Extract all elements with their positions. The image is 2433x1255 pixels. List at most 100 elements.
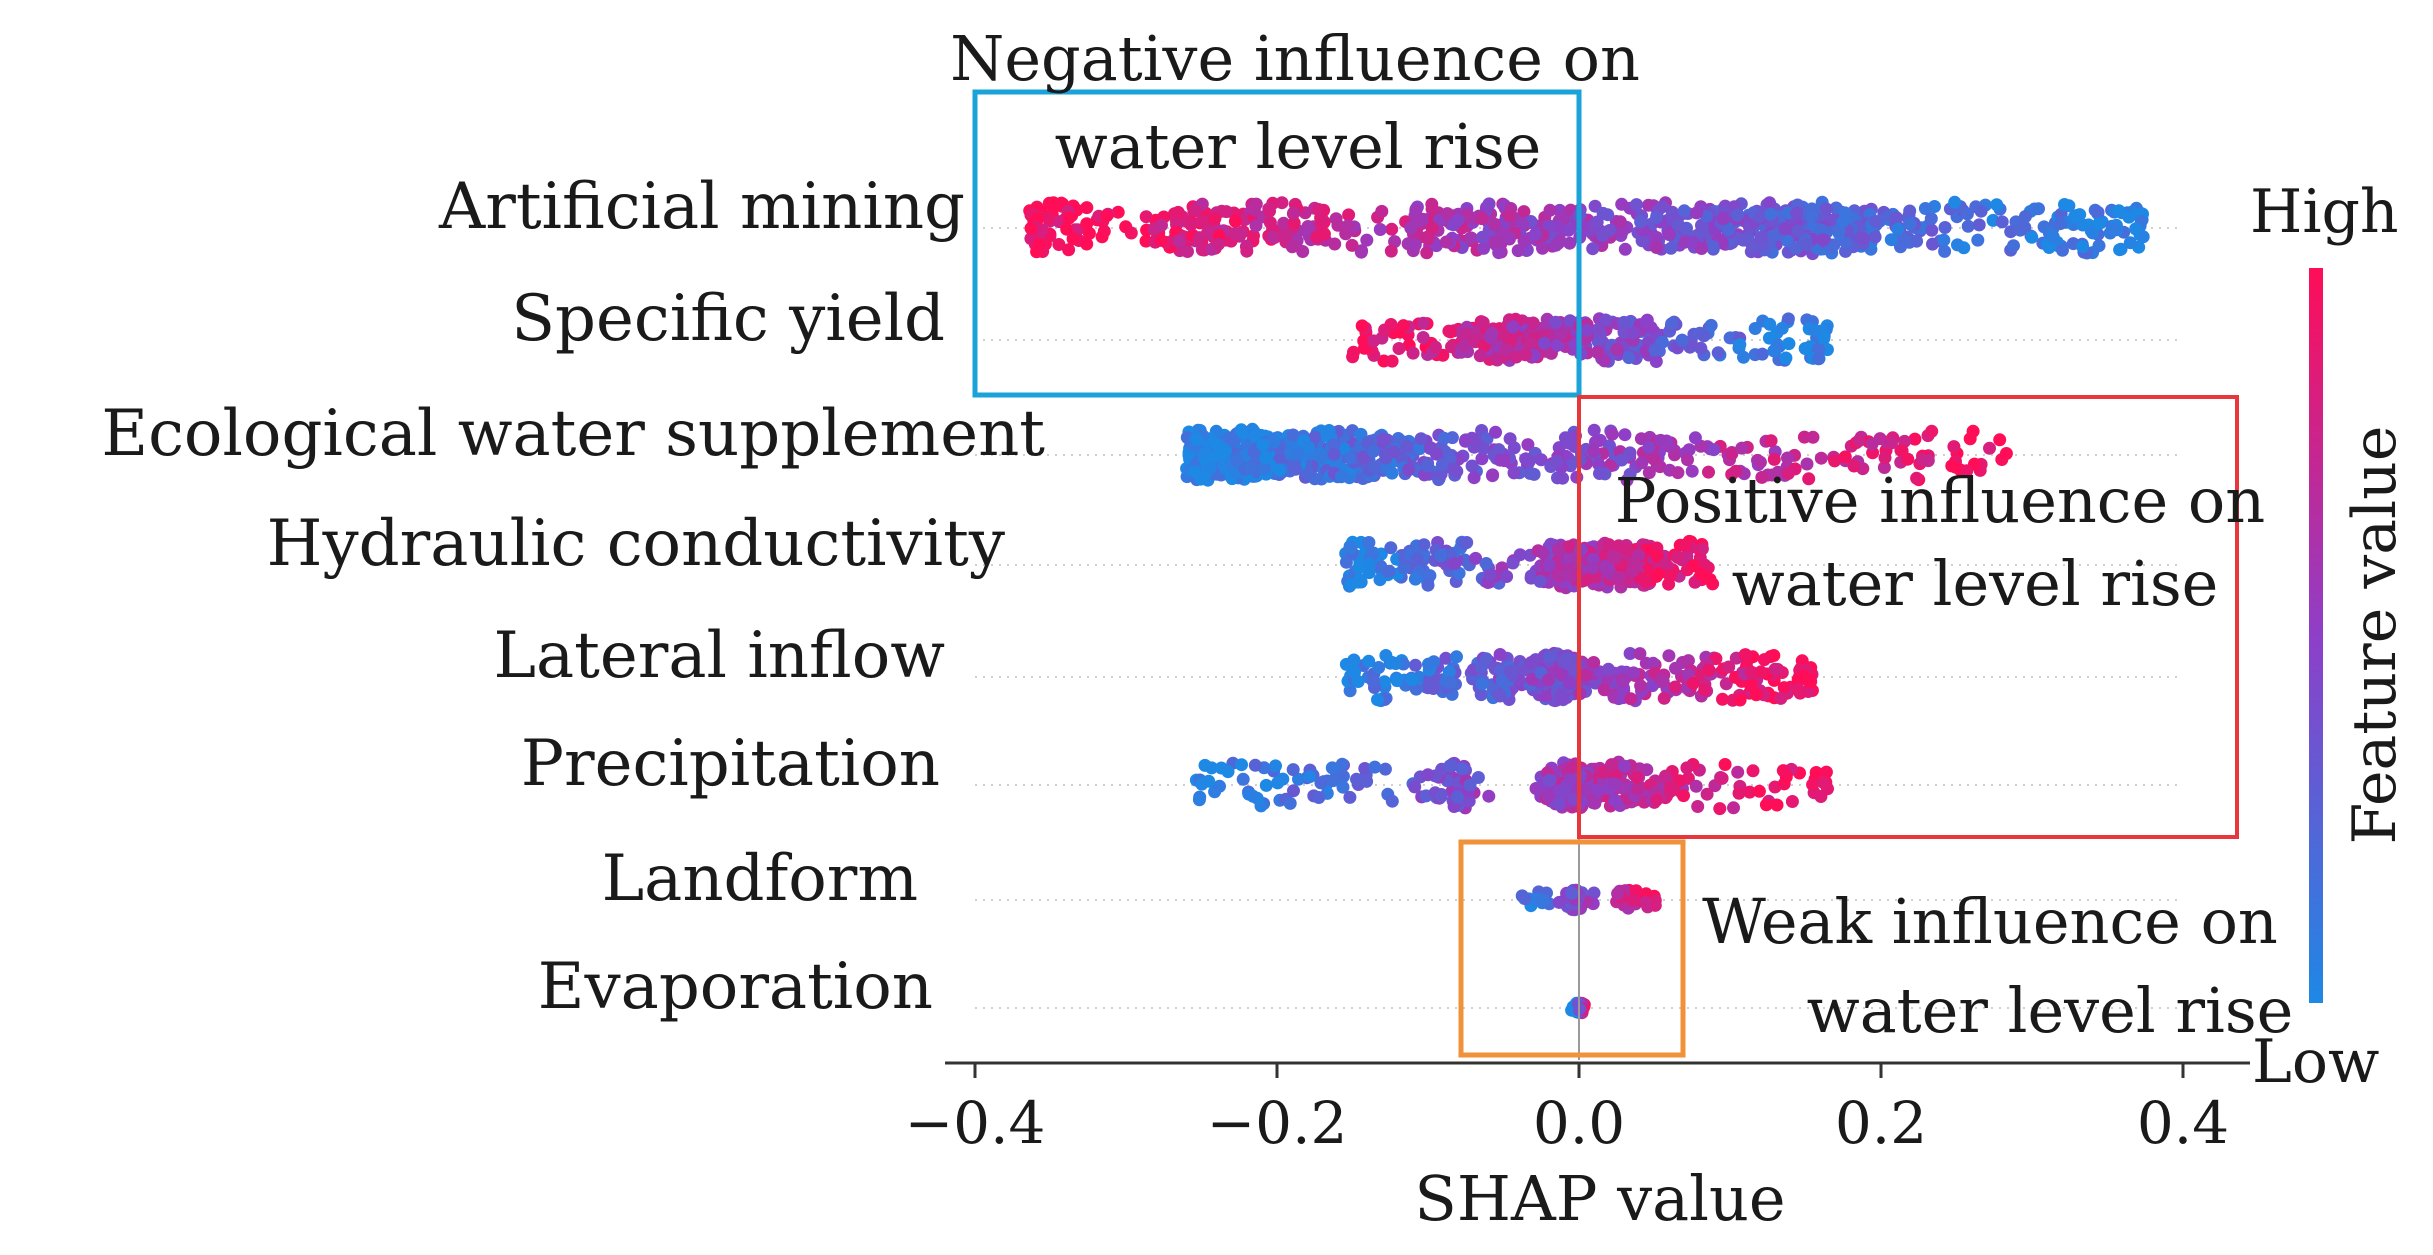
shap-point <box>1247 445 1261 459</box>
shap-point <box>1625 564 1639 578</box>
shap-point <box>1910 471 1924 485</box>
shap-point <box>1190 432 1204 446</box>
shap-point <box>1208 785 1222 799</box>
shap-point <box>1408 780 1422 794</box>
weak-influence-label-line2: water level rise <box>1807 974 2294 1047</box>
shap-point <box>1489 235 1503 249</box>
shap-point <box>1488 218 1502 231</box>
shap-point <box>1406 346 1420 360</box>
shap-point <box>1042 196 1056 210</box>
shap-point <box>1903 204 1917 218</box>
shap-point <box>1271 776 1285 790</box>
swarm-row <box>1339 646 1819 708</box>
shap-point <box>1657 691 1671 705</box>
shap-point <box>1671 466 1685 480</box>
shap-point <box>1032 237 1046 251</box>
shap-point <box>1716 212 1730 225</box>
shap-point <box>1819 202 1833 216</box>
shap-point <box>1725 447 1739 461</box>
feature-labels: Artificial mining Specific yield Ecologi… <box>101 170 1045 1024</box>
shap-point <box>1918 202 1932 215</box>
shap-point <box>1665 317 1679 331</box>
shap-point <box>1507 466 1521 480</box>
colorbar-low-label: Low <box>2252 1027 2379 1097</box>
shap-point <box>1865 437 1879 451</box>
shap-point <box>1744 665 1758 679</box>
shap-point <box>1596 765 1610 779</box>
shap-point <box>1421 232 1435 246</box>
shap-point <box>1450 464 1464 478</box>
shap-point <box>1700 209 1714 223</box>
shap-point <box>1627 666 1641 680</box>
shap-point <box>1557 786 1571 799</box>
shap-point <box>1511 244 1525 258</box>
feature-label-landform: Landform <box>602 842 918 916</box>
shap-point <box>1744 678 1758 692</box>
shap-point <box>1243 461 1257 475</box>
shap-point <box>1422 657 1435 671</box>
shap-point <box>1277 216 1291 230</box>
weak-influence-label-line1: Weak influence on <box>1702 885 2278 958</box>
shap-point <box>1362 654 1376 668</box>
shap-point <box>1492 246 1506 260</box>
shap-point <box>1624 692 1638 706</box>
shap-point <box>1443 675 1457 689</box>
shap-point <box>1467 471 1481 485</box>
shap-point <box>1377 433 1391 446</box>
shap-point <box>1344 578 1358 592</box>
shap-point <box>1139 210 1153 224</box>
shap-point <box>1402 463 1416 477</box>
shap-point <box>1469 551 1483 565</box>
shap-point <box>1593 467 1606 480</box>
shap-point <box>1499 342 1513 356</box>
shap-point <box>1642 198 1655 212</box>
shap-point <box>1524 656 1538 669</box>
shap-point <box>1805 209 1819 223</box>
shap-point <box>1654 433 1668 447</box>
shap-point <box>1203 461 1217 475</box>
feature-label-artificial-mining: Artificial mining <box>438 170 965 244</box>
swarm-row <box>1189 755 1834 816</box>
shap-point <box>1685 464 1699 478</box>
shap-point <box>1301 466 1315 480</box>
shap-point <box>1435 458 1449 472</box>
shap-point <box>1650 793 1664 807</box>
negative-influence-label-line1: Negative influence on <box>950 22 1640 95</box>
shap-point <box>1390 674 1404 688</box>
shap-point <box>2046 230 2060 244</box>
shap-point <box>1375 204 1389 218</box>
shap-point <box>1273 463 1286 477</box>
feature-label-precipitation: Precipitation <box>521 727 940 801</box>
beeswarm-points <box>1023 195 2150 1020</box>
shap-point <box>1592 457 1606 471</box>
shap-point <box>1493 664 1507 678</box>
shap-point <box>1486 469 1499 483</box>
shap-point <box>1908 432 1922 446</box>
shap-point <box>1945 459 1959 473</box>
shap-point <box>1343 684 1357 698</box>
shap-point <box>1809 766 1823 779</box>
shap-point <box>1357 341 1371 355</box>
shap-point <box>1483 568 1497 581</box>
shap-point <box>1303 770 1317 784</box>
shap-point <box>1838 450 1852 464</box>
shap-point <box>1642 440 1656 454</box>
shap-point <box>1366 444 1380 458</box>
shap-point <box>1639 315 1653 329</box>
shap-point <box>1622 351 1636 365</box>
shap-point <box>1763 317 1777 331</box>
shap-point <box>1475 677 1489 691</box>
shap-point <box>1410 552 1424 566</box>
shap-point <box>2032 202 2045 216</box>
shap-point <box>1706 240 1720 254</box>
shap-point <box>1345 238 1359 252</box>
shap-point <box>1774 691 1788 705</box>
colorbar-gradient <box>2309 268 2323 1003</box>
shap-point <box>1360 233 1374 247</box>
shap-point <box>1735 441 1749 455</box>
shap-point <box>1292 772 1305 786</box>
shap-point <box>1963 432 1977 446</box>
shap-point <box>1649 355 1663 368</box>
shap-point <box>1302 441 1316 454</box>
shap-point <box>1442 324 1456 338</box>
